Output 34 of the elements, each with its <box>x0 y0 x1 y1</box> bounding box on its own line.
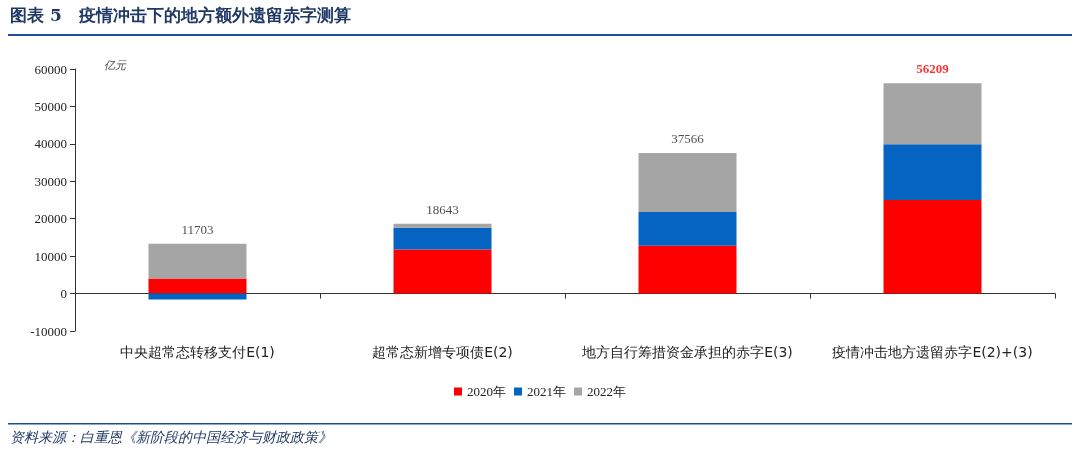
bar <box>883 144 982 200</box>
bar <box>638 245 737 294</box>
y-tick-label: 50000 <box>34 98 67 114</box>
y-tick-label: 20000 <box>34 211 67 227</box>
x-tick-label: 地方自行筹措资金承担的赤字E(3) <box>581 344 793 360</box>
y-tick-label: 10000 <box>34 248 67 264</box>
legend-label: 2021年 <box>527 384 566 399</box>
bar <box>393 249 492 294</box>
bar <box>393 227 492 250</box>
total-label: 37566 <box>671 130 705 146</box>
total-label: 18643 <box>426 201 459 217</box>
y-tick-label: 40000 <box>34 136 67 152</box>
bar <box>883 83 982 145</box>
chart-title: 图表 5 疫情冲击下的地方额外遗留赤字测算 <box>10 4 351 25</box>
bar <box>148 293 247 300</box>
y-axis-title: 亿元 <box>104 59 127 72</box>
bar <box>393 223 492 228</box>
bar <box>883 200 982 294</box>
x-tick-label: 中央超常态转移支付E(1) <box>120 344 275 360</box>
x-tick-label: 疫情冲击地方遗留赤字E(2)+(3) <box>832 344 1033 360</box>
y-tick-label: 0 <box>60 286 67 302</box>
total-label: 11703 <box>181 221 214 237</box>
y-tick-label: -10000 <box>30 323 67 339</box>
bar <box>638 211 737 246</box>
y-tick-label: 60000 <box>34 61 67 77</box>
y-tick-label: 30000 <box>34 173 67 189</box>
total-label: 56209 <box>916 61 950 77</box>
legend-label: 2022年 <box>587 384 626 399</box>
text: 资料来源：白重恩《新阶段的中国经济与财政政策》 <box>10 429 332 445</box>
bar <box>148 278 247 294</box>
bar <box>638 152 737 212</box>
x-tick-label: 超常态新增专项债E(2) <box>372 344 513 360</box>
bar <box>148 243 247 279</box>
legend-label: 2020年 <box>467 384 506 399</box>
